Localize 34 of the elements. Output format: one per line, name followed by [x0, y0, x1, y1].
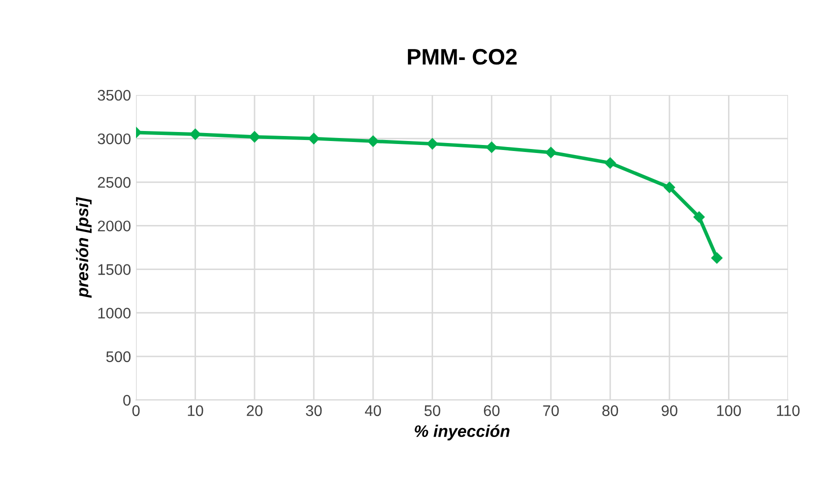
- y-axis-title: presión [psi]: [76, 197, 92, 298]
- point: [367, 136, 379, 147]
- point: [486, 142, 498, 153]
- point: [426, 138, 438, 150]
- y-tick-label: 3500: [98, 90, 131, 101]
- point: [190, 128, 201, 140]
- y-tick-label: 0: [123, 394, 131, 406]
- point: [664, 182, 676, 193]
- point: [308, 132, 320, 144]
- x-tick-label: 0: [132, 405, 140, 416]
- y-tick-label: 2000: [98, 220, 131, 232]
- point: [693, 211, 705, 223]
- x-tick-label: 10: [188, 405, 204, 416]
- x-axis-title: % inyección: [414, 424, 510, 440]
- x-tick-label: 50: [424, 405, 440, 416]
- point: [248, 131, 260, 142]
- chart-title: PMM- CO2: [408, 48, 517, 65]
- x-tick-label: 90: [662, 405, 678, 416]
- x-tick-label: 60: [484, 405, 500, 416]
- y-tick-label: 500: [106, 351, 131, 362]
- point: [711, 252, 722, 264]
- x-tick-label: 20: [246, 405, 262, 416]
- y-tick-label: 1000: [98, 308, 131, 319]
- y-tick-label: 2500: [98, 177, 131, 188]
- x-tick-label: 40: [364, 405, 381, 416]
- y-tick-label: 3000: [98, 133, 131, 144]
- point: [604, 157, 616, 169]
- x-tick-label: 30: [306, 405, 322, 416]
- x-tick-label: 70: [543, 405, 559, 416]
- y-tick-label: 1500: [98, 264, 131, 275]
- x-tick-label: 100: [717, 405, 741, 416]
- x-tick-label: 110: [776, 405, 800, 416]
- point: [545, 146, 557, 158]
- x-tick-label: 80: [602, 405, 618, 416]
